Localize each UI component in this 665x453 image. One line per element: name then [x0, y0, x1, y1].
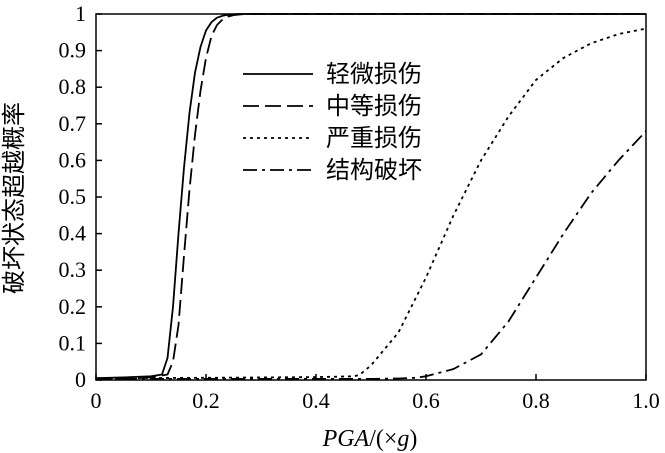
- y-tick-label: 0.7: [59, 111, 87, 136]
- y-tick-label: 0.2: [59, 294, 87, 319]
- x-tick-label: 0: [91, 388, 102, 413]
- y-tick-label: 0.6: [59, 147, 87, 172]
- legend-label-3: 严重损伤: [326, 124, 422, 152]
- x-axis-title-g: g: [397, 426, 409, 452]
- x-tick-label: 1.0: [632, 388, 660, 413]
- series-line-4: [96, 130, 647, 380]
- y-tick-label: 0.5: [59, 184, 87, 209]
- y-tick-label: 0: [75, 367, 86, 392]
- y-tick-label: 0.1: [59, 330, 87, 355]
- y-tick-label: 0.4: [59, 221, 87, 246]
- x-axis-title-mid: /(×: [369, 426, 397, 452]
- series-line-3: [95, 27, 647, 380]
- legend-label-2: 中等损伤: [326, 92, 422, 120]
- x-tick-label: 0.2: [192, 388, 220, 413]
- x-axis-title-end: ): [409, 426, 417, 452]
- series-layer: [95, 13, 647, 381]
- y-axis-title: 破坏状态超越概率: [0, 102, 28, 294]
- legend-label-1: 轻微损伤: [326, 60, 422, 88]
- y-tick-label: 1: [75, 1, 86, 26]
- x-tick-label: 0.6: [412, 388, 440, 413]
- series-line-2: [95, 13, 646, 381]
- x-axis-title-var: PGA: [322, 426, 370, 452]
- x-tick-label: 0.8: [522, 388, 550, 413]
- legend-label-4: 结构破坏: [326, 156, 422, 184]
- y-tick-label: 0.3: [59, 257, 87, 282]
- x-axis-title: PGA/(×g): [322, 426, 418, 452]
- x-axis: 0 0.2 0.4 0.6 0.8 1.0: [91, 374, 660, 413]
- x-tick-label: 0.4: [302, 388, 330, 413]
- y-tick-label: 0.8: [59, 74, 87, 99]
- y-tick-label: 0.9: [59, 38, 87, 63]
